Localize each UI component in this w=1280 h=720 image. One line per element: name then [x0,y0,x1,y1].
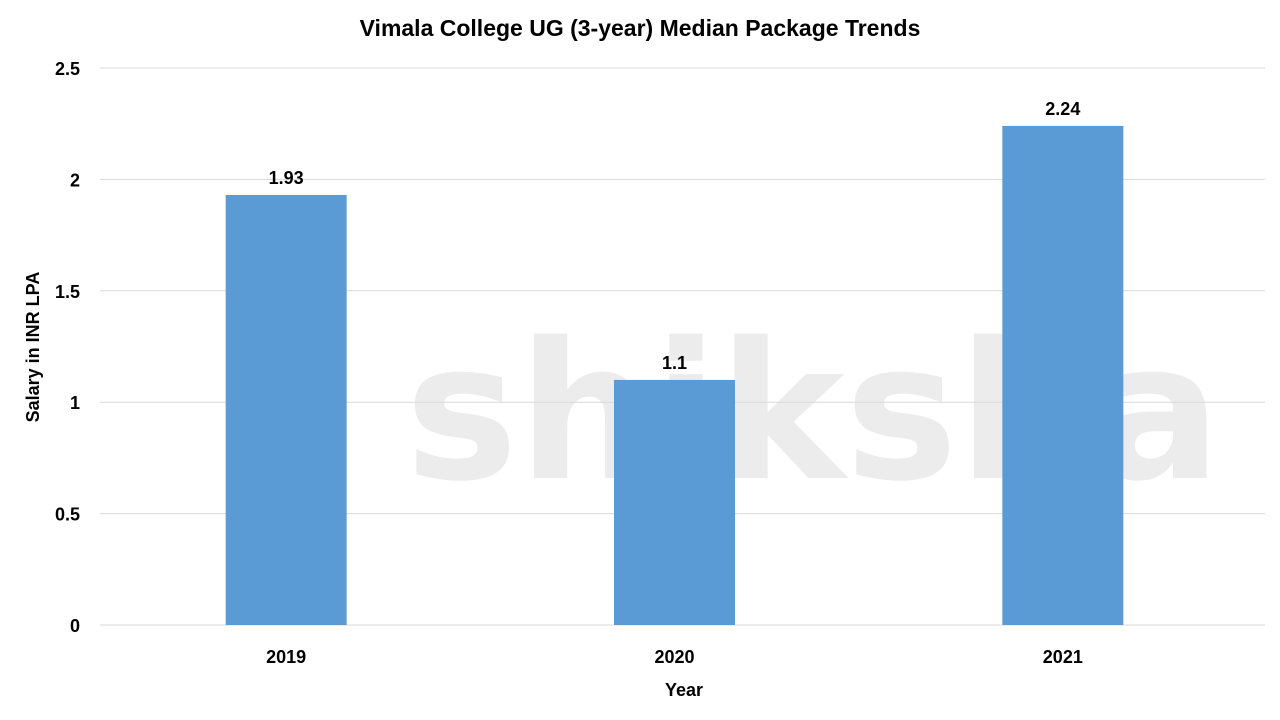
x-tick-label: 2020 [654,647,694,667]
x-axis-label: Year [665,680,703,700]
chart-title: Vimala College UG (3-year) Median Packag… [360,15,921,41]
bar-2021 [1002,125,1124,625]
x-tick-label: 2021 [1043,647,1083,667]
y-tick-label: 0 [70,616,80,636]
y-tick-label: 0.5 [55,505,80,525]
data-label: 1.93 [269,168,304,188]
x-tick-label: 2019 [266,647,306,667]
data-label: 2.24 [1045,99,1080,119]
bar-2020 [614,379,735,625]
data-label: 1.1 [662,353,687,373]
y-axis-ticks: 0 0.5 1 1.5 2 2.5 [55,59,80,636]
y-tick-label: 2 [70,170,80,190]
y-tick-label: 1.5 [55,282,80,302]
y-tick-label: 2.5 [55,59,80,79]
bar-2019 [225,194,347,625]
bars: 1.93 1.1 2.24 [225,99,1124,625]
y-axis-label: Salary in INR LPA [23,272,43,423]
x-axis-ticks: 2019 2020 2021 [266,647,1083,667]
y-tick-label: 1 [70,393,80,413]
